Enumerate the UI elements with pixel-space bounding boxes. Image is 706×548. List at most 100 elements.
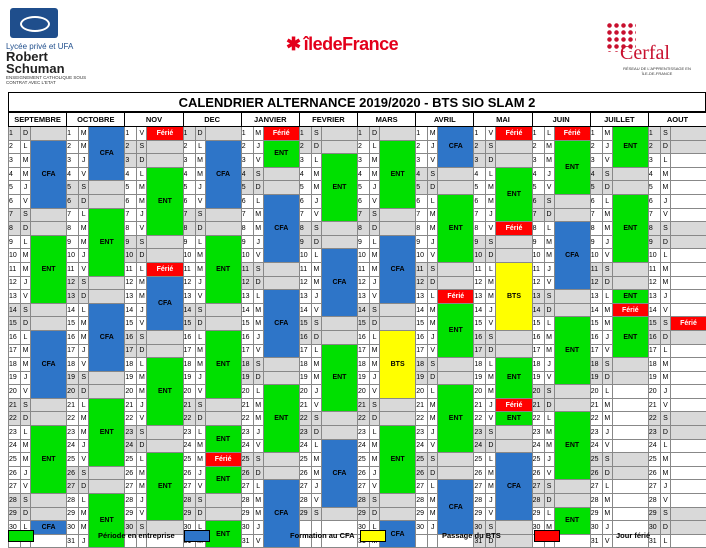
month-header-septembre: SEPTEMBRE (9, 113, 67, 127)
day-number: 8 (416, 222, 428, 236)
weekday-letter: M (195, 154, 205, 168)
day-number: 16 (416, 330, 428, 344)
day-number: 4 (648, 167, 660, 181)
day-number: 10 (241, 249, 253, 263)
logo-left-line4: ENSEIGNEMENT CATHOLIQUE SOUS CONTRAT AVE… (6, 75, 92, 85)
weekday-letter: J (428, 235, 438, 249)
day-number: 25 (241, 453, 253, 467)
day-number: 4 (241, 167, 253, 181)
weekday-letter: V (79, 167, 89, 181)
day-number: 24 (67, 439, 79, 453)
day-number: 10 (183, 249, 195, 263)
weekday-letter: D (195, 222, 205, 236)
day-number: 1 (416, 127, 428, 141)
weekday-letter: M (486, 194, 496, 208)
day-number: 16 (125, 330, 137, 344)
weekday-letter: V (137, 507, 147, 521)
day-number: 15 (648, 317, 660, 331)
day-number: 16 (9, 330, 21, 344)
activity-cell (263, 262, 299, 276)
day-number: 17 (125, 344, 137, 358)
activity-cell (321, 140, 357, 154)
activity-cell (612, 371, 648, 385)
day-number: 5 (183, 181, 195, 195)
day-number: 7 (648, 208, 660, 222)
day-number: 29 (358, 507, 370, 521)
day-number: 10 (416, 249, 428, 263)
day-number: 13 (299, 290, 311, 304)
day-number: 7 (241, 208, 253, 222)
weekday-letter: M (428, 222, 438, 236)
day-number: 1 (9, 127, 21, 141)
weekday-letter: S (486, 330, 496, 344)
weekday-letter: M (486, 371, 496, 385)
header: Lycée privé et UFA Robert Schuman ENSEIG… (0, 0, 706, 92)
day-number: 22 (9, 412, 21, 426)
weekday-letter: J (137, 398, 147, 412)
weekday-letter: L (660, 154, 670, 168)
day-number: 11 (474, 262, 486, 276)
cfa-block: CFA (321, 249, 357, 317)
weekday-letter: M (253, 222, 263, 236)
day-number: 12 (416, 276, 428, 290)
month-header-juillet: JUILLET (590, 113, 648, 127)
day-number: 6 (241, 194, 253, 208)
day-number: 9 (125, 235, 137, 249)
weekday-letter: D (660, 140, 670, 154)
day-number: 28 (241, 494, 253, 508)
day-number: 24 (358, 439, 370, 453)
day-number: 14 (9, 303, 21, 317)
weekday-letter: S (311, 317, 321, 331)
activity-cell (496, 330, 532, 344)
activity-cell (554, 303, 590, 317)
day-number: 9 (474, 235, 486, 249)
day-number: 2 (416, 140, 428, 154)
weekday-letter: J (544, 262, 554, 276)
weekday-letter: M (602, 494, 612, 508)
weekday-letter: M (486, 480, 496, 494)
activity-cell (31, 507, 67, 521)
day-number: 28 (532, 494, 544, 508)
weekday-letter: M (195, 453, 205, 467)
weekday-letter: L (311, 249, 321, 263)
day-number: 24 (9, 439, 21, 453)
day-number: 7 (183, 208, 195, 222)
weekday-letter: M (311, 466, 321, 480)
weekday-letter: L (311, 154, 321, 168)
day-number: 24 (416, 439, 428, 453)
globe-icon (10, 8, 58, 38)
activity-cell (670, 494, 706, 508)
weekday-letter: M (253, 303, 263, 317)
day-number: 27 (358, 480, 370, 494)
day-number: 23 (590, 426, 602, 440)
activity-cell (496, 249, 532, 263)
day-number: 8 (67, 222, 79, 236)
weekday-letter: V (253, 439, 263, 453)
day-number: 2 (299, 140, 311, 154)
day-number: 5 (358, 181, 370, 195)
weekday-letter: J (195, 371, 205, 385)
ent-block: ENT (496, 358, 532, 399)
day-number: 25 (299, 453, 311, 467)
weekday-letter: S (544, 194, 554, 208)
day-number: 16 (241, 330, 253, 344)
ferie-block: Férié (612, 303, 648, 317)
day-number: 18 (590, 358, 602, 372)
day-number: 27 (9, 480, 21, 494)
weekday-letter: D (370, 127, 380, 141)
ent-block: ENT (205, 235, 241, 303)
activity-cell (31, 222, 67, 236)
day-number: 22 (299, 412, 311, 426)
weekday-letter: S (311, 127, 321, 141)
day-number: 9 (67, 235, 79, 249)
day-number: 7 (474, 208, 486, 222)
day-number: 4 (125, 167, 137, 181)
weekday-letter: L (370, 330, 380, 344)
activity-cell (554, 480, 590, 494)
weekday-letter: S (486, 235, 496, 249)
weekday-letter: J (544, 453, 554, 467)
day-number: 15 (67, 317, 79, 331)
day-number: 11 (416, 262, 428, 276)
weekday-letter: M (137, 466, 147, 480)
